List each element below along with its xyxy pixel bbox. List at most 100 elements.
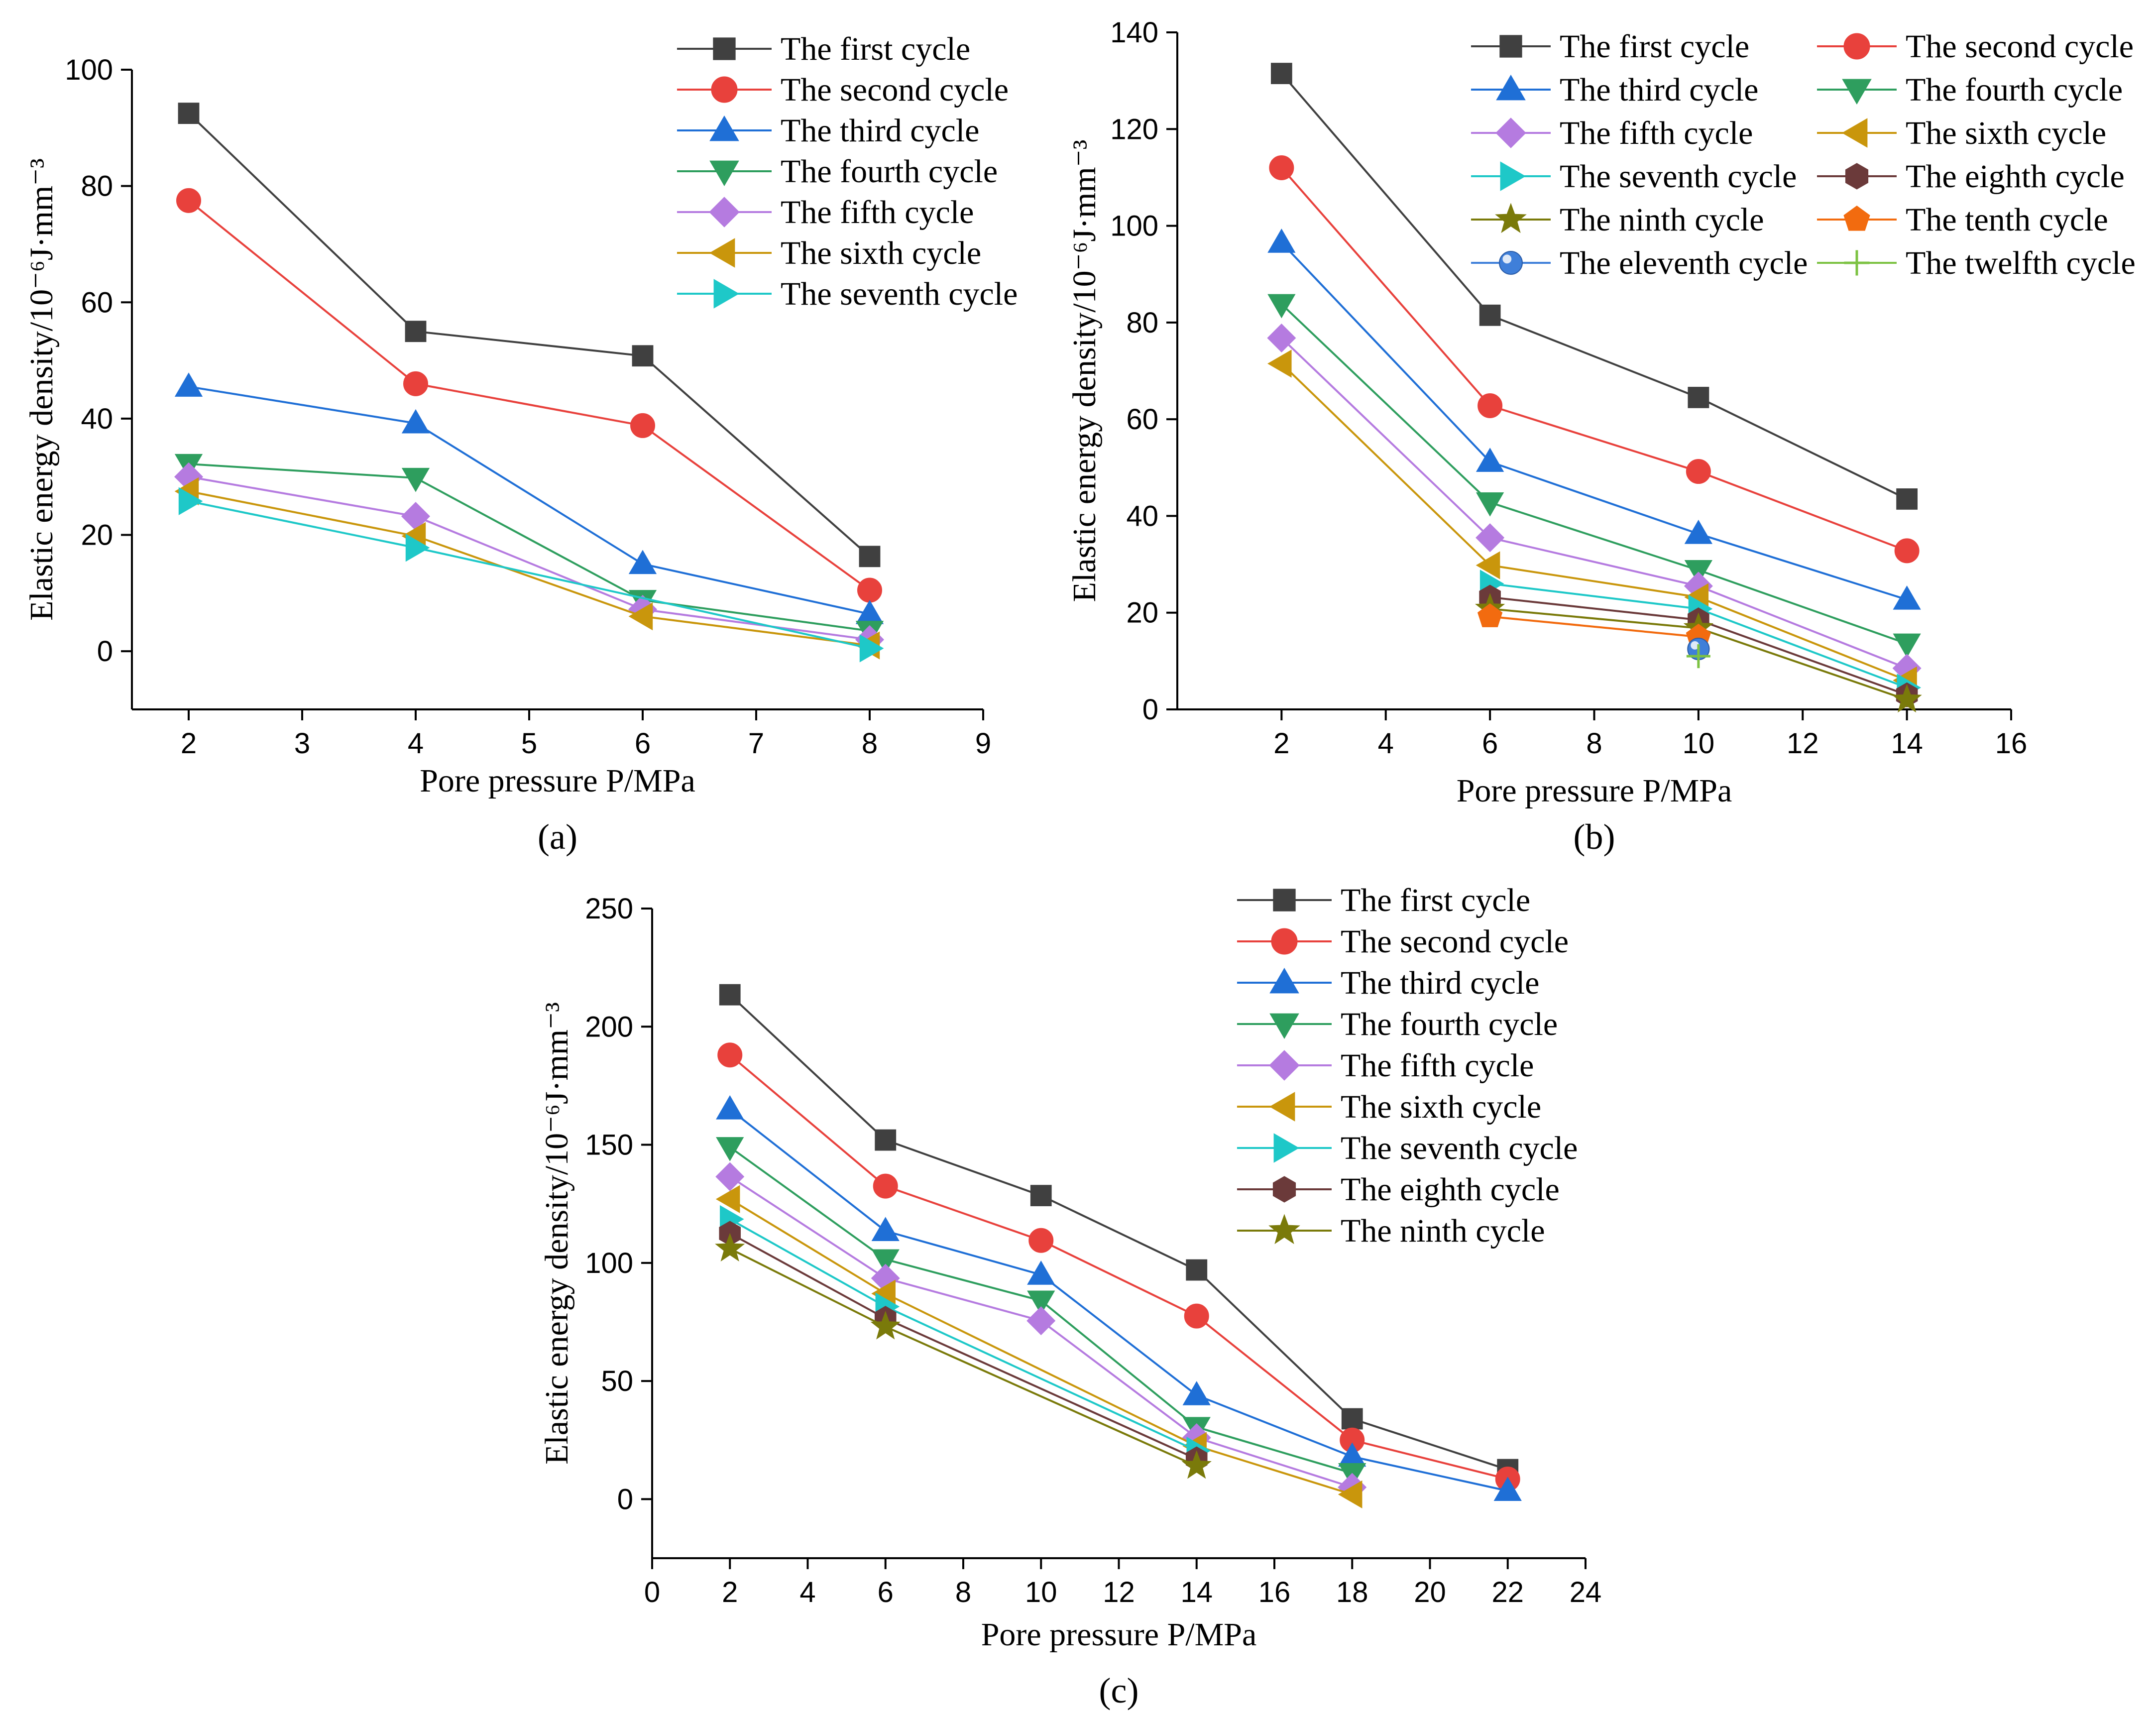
legend-label: The sixth cycle [1906, 115, 2106, 151]
x-tick-label: 9 [975, 727, 991, 760]
legend-item: The second cycle [677, 72, 1009, 108]
series-line [1280, 167, 1908, 552]
legend-label: The eighth cycle [1341, 1171, 1560, 1208]
legend-item: The fifth cycle [677, 194, 974, 230]
y-axis-title: Elastic energy density/10⁻⁶J·mm⁻³ [1066, 140, 1103, 602]
series-line [188, 490, 870, 647]
legend-marker [1499, 251, 1523, 275]
series-line [188, 385, 870, 615]
legend-marker [1495, 203, 1527, 233]
data-point [1475, 551, 1500, 579]
series-line [1280, 337, 1908, 670]
legend-label: The tenth cycle [1906, 202, 2108, 238]
y-tick-label: 140 [1110, 16, 1158, 49]
data-point [1475, 448, 1504, 472]
legend-label: The sixth cycle [781, 235, 981, 271]
data-point [401, 467, 430, 492]
series-line [188, 113, 871, 558]
legend-item: The fifth cycle [1237, 1047, 1534, 1084]
y-tick-label: 200 [585, 1011, 633, 1043]
x-tick-label: 12 [1787, 727, 1819, 760]
x-tick-label: 18 [1336, 1576, 1368, 1608]
x-tick-label: 8 [955, 1576, 971, 1608]
series-line [1280, 303, 1908, 645]
data-point [870, 1311, 901, 1340]
y-tick-label: 60 [81, 286, 113, 319]
data-point [178, 103, 200, 124]
data-point [176, 188, 201, 213]
panel-label: (c) [1099, 1671, 1139, 1711]
data-point [875, 1129, 897, 1151]
legend-item: The sixth cycle [677, 235, 981, 271]
y-tick-label: 150 [585, 1129, 633, 1161]
data-point [1182, 1381, 1211, 1405]
legend-label: The fourth cycle [781, 153, 998, 190]
legend-marker [1499, 35, 1522, 58]
legend-item: The fourth cycle [1817, 72, 2123, 108]
legend-marker [1500, 161, 1526, 191]
series-12 [1686, 644, 1710, 669]
data-point-highlight [1691, 641, 1700, 650]
x-tick-label: 0 [644, 1576, 660, 1608]
legend-marker [1269, 1050, 1300, 1081]
legend-label: The second cycle [1341, 923, 1569, 960]
data-point [871, 1217, 900, 1241]
legend: The first cycle The second cycle The third… [677, 31, 1018, 312]
x-tick-label: 14 [1891, 727, 1923, 760]
legend-marker [1271, 928, 1298, 955]
legend-label: The ninth cycle [1341, 1213, 1545, 1249]
legend-marker [713, 279, 740, 309]
series-3 [1267, 229, 1921, 610]
data-point [1475, 492, 1504, 517]
legend-marker [1495, 117, 1526, 148]
series-line [1280, 242, 1908, 601]
data-point [873, 1173, 898, 1199]
data-point [1267, 323, 1296, 352]
series-3 [716, 1095, 1522, 1501]
legend-label: The third cycle [1560, 72, 1758, 108]
legend-item: The seventh cycle [677, 276, 1018, 312]
x-tick-label: 5 [521, 727, 537, 760]
legend: The first cycle The second cycle The third… [1237, 882, 1578, 1249]
legend-item: The third cycle [677, 113, 979, 149]
x-tick-label: 6 [1482, 727, 1498, 760]
legend-label: The seventh cycle [781, 276, 1018, 312]
legend-item: The second cycle [1817, 28, 2134, 65]
data-point [859, 634, 884, 663]
legend-label: The fifth cycle [781, 194, 974, 230]
data-point [1267, 294, 1296, 319]
legend-item: The sixth cycle [1237, 1089, 1541, 1125]
data-point [1893, 633, 1921, 658]
series-line [729, 1232, 1197, 1460]
y-tick-label: 100 [65, 54, 113, 86]
legend-label: The first cycle [1560, 28, 1749, 65]
legend-item: The first cycle [677, 31, 970, 67]
x-tick-label: 10 [1683, 727, 1715, 760]
y-axis-title: Elastic energy density/10⁻⁶J·mm⁻³ [23, 158, 60, 621]
legend-marker [709, 238, 735, 268]
legend-label: The third cycle [1341, 965, 1539, 1001]
legend-item: The fifth cycle [1471, 115, 1753, 151]
data-point [1269, 155, 1294, 180]
series-line [188, 200, 871, 591]
data-point [1030, 1185, 1052, 1206]
data-point [1341, 1408, 1363, 1430]
data-point [1684, 519, 1713, 544]
data-point [1479, 304, 1501, 326]
x-tick-label: 4 [799, 1576, 815, 1608]
x-tick-label: 2 [181, 727, 197, 760]
data-point [1475, 523, 1505, 553]
data-point [1477, 603, 1503, 627]
series-line [1280, 362, 1908, 682]
x-tick-label: 12 [1103, 1576, 1135, 1608]
y-tick-label: 0 [97, 635, 113, 668]
data-point [857, 577, 882, 603]
data-point [628, 550, 657, 574]
legend-label: The fifth cycle [1560, 115, 1753, 151]
data-point [174, 372, 203, 397]
series-2 [176, 188, 882, 603]
x-tick-label: 2 [1273, 727, 1289, 760]
series-line [1280, 73, 1908, 500]
y-tick-label: 20 [1126, 597, 1158, 629]
